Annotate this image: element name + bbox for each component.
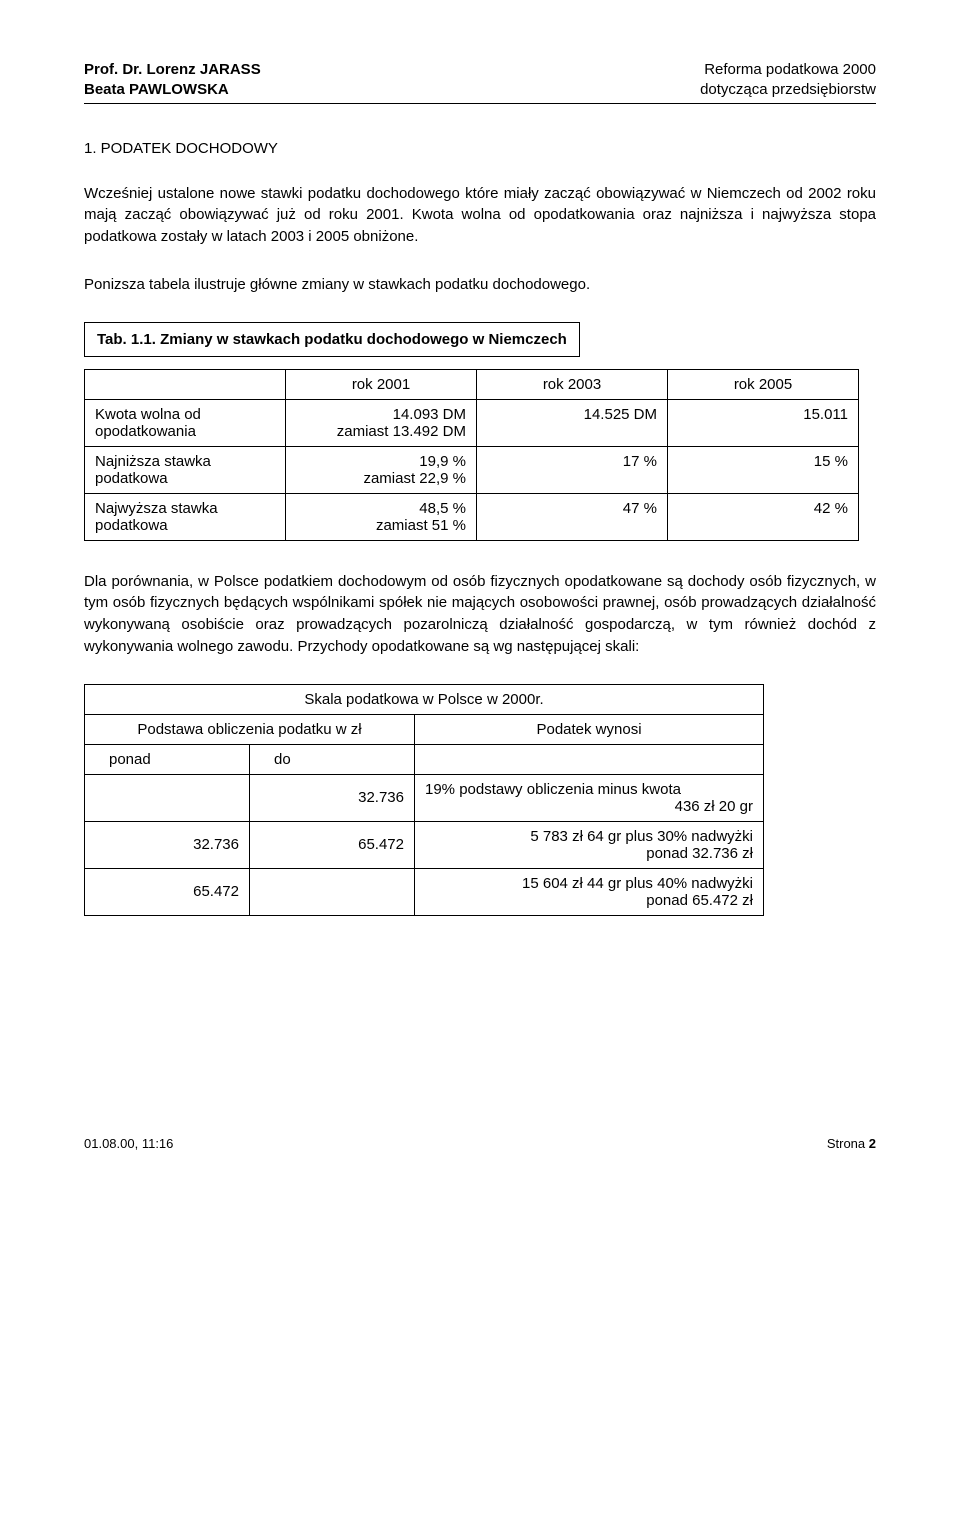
table-cell: 15 604 zł 44 gr plus 40% nadwyżki ponad …: [415, 868, 764, 915]
row-label: Kwota wolna od opodatkowania: [85, 399, 286, 446]
skala-head-right: Podatek wynosi: [415, 714, 764, 744]
table-cell: 5 783 zł 64 gr plus 30% nadwyżki ponad 3…: [415, 821, 764, 868]
table-cell: 14.525 DM: [477, 399, 668, 446]
header-left: Prof. Dr. Lorenz JARASS Beata PAWLOWSKA: [84, 60, 261, 101]
table-cell: 15 %: [668, 446, 859, 493]
paragraph-1: Wcześniej ustalone nowe stawki podatku d…: [84, 183, 876, 248]
cell-line: 5 783 zł 64 gr plus 30% nadwyżki: [425, 828, 753, 845]
table-cell: 17 %: [477, 446, 668, 493]
table-1-1-caption-text: Tab. 1.1. Zmiany w stawkach podatku doch…: [85, 322, 580, 356]
table-cell: 48,5 % zamiast 51 %: [286, 493, 477, 540]
author-name-1: Prof. Dr. Lorenz JARASS: [84, 61, 261, 78]
footer-page-label: Strona: [827, 1136, 869, 1151]
table-header-2001: rok 2001: [286, 369, 477, 399]
table-cell: 42 %: [668, 493, 859, 540]
cell-line: 14.093 DM: [296, 406, 466, 423]
table-row: Najwyższa stawka podatkowa 48,5 % zamias…: [85, 493, 859, 540]
row-label: Najwyższa stawka podatkowa: [85, 493, 286, 540]
table-cell: 15.011: [668, 399, 859, 446]
table-row: Podstawa obliczenia podatku w zł Podatek…: [85, 714, 764, 744]
skala-table-wrap: Skala podatkowa w Polsce w 2000r. Podsta…: [84, 684, 876, 916]
cell-line: ponad 65.472 zł: [425, 892, 753, 909]
page-header: Prof. Dr. Lorenz JARASS Beata PAWLOWSKA …: [84, 60, 876, 101]
footer-page-num: 2: [869, 1136, 876, 1151]
cell-line: zamiast 51 %: [296, 517, 466, 534]
skala-title: Skala podatkowa w Polsce w 2000r.: [85, 684, 764, 714]
footer-page-number: Strona 2: [827, 1136, 876, 1151]
skala-head-left: Podstawa obliczenia podatku w zł: [85, 714, 415, 744]
table-cell: 65.472: [250, 821, 415, 868]
cell-line: ponad 32.736 zł: [425, 845, 753, 862]
table-cell: 19% podstawy obliczenia minus kwota 436 …: [415, 774, 764, 821]
table-1-1: rok 2001 rok 2003 rok 2005 Kwota wolna o…: [84, 369, 859, 541]
page: Prof. Dr. Lorenz JARASS Beata PAWLOWSKA …: [0, 0, 960, 1191]
table-row: 65.472 15 604 zł 44 gr plus 40% nadwyżki…: [85, 868, 764, 915]
table-1-1-wrap: Tab. 1.1. Zmiany w stawkach podatku doch…: [84, 322, 876, 541]
table-cell: 19,9 % zamiast 22,9 %: [286, 446, 477, 493]
skala-sub-ponad: ponad: [85, 744, 250, 774]
cell-line: zamiast 22,9 %: [296, 470, 466, 487]
table-header-2003: rok 2003: [477, 369, 668, 399]
cell-line: zamiast 13.492 DM: [296, 423, 466, 440]
table-row: Skala podatkowa w Polsce w 2000r.: [85, 684, 764, 714]
author-name-2: Beata PAWLOWSKA: [84, 81, 229, 98]
doc-title-1: Reforma podatkowa 2000: [700, 60, 876, 80]
table-row: ponad do: [85, 744, 764, 774]
cell-line: 19,9 %: [296, 453, 466, 470]
table-cell: [85, 774, 250, 821]
footer-timestamp: 01.08.00, 11:16: [84, 1136, 173, 1151]
table-row: Kwota wolna od opodatkowania 14.093 DM z…: [85, 399, 859, 446]
table-row: rok 2001 rok 2003 rok 2005: [85, 369, 859, 399]
table-cell: 14.093 DM zamiast 13.492 DM: [286, 399, 477, 446]
cell-line: 19% podstawy obliczenia minus kwota: [425, 781, 681, 798]
section-title: 1. PODATEK DOCHODOWY: [84, 140, 876, 157]
paragraph-3: Dla porównania, w Polsce podatkiem docho…: [84, 571, 876, 658]
cell-line: 15 604 zł 44 gr plus 40% nadwyżki: [425, 875, 753, 892]
header-right: Reforma podatkowa 2000 dotycząca przedsi…: [700, 60, 876, 101]
page-footer: 01.08.00, 11:16 Strona 2: [84, 1136, 876, 1151]
table-cell-empty: [415, 744, 764, 774]
skala-sub-do: do: [250, 744, 415, 774]
header-divider: [84, 103, 876, 104]
table-cell: [250, 868, 415, 915]
table-row: 32.736 19% podstawy obliczenia minus kwo…: [85, 774, 764, 821]
table-cell: 32.736: [250, 774, 415, 821]
table-cell: 65.472: [85, 868, 250, 915]
table-cell: 47 %: [477, 493, 668, 540]
cell-line: 436 zł 20 gr: [425, 798, 753, 815]
table-header-2005: rok 2005: [668, 369, 859, 399]
table-1-1-caption: Tab. 1.1. Zmiany w stawkach podatku doch…: [84, 322, 580, 357]
skala-table: Skala podatkowa w Polsce w 2000r. Podsta…: [84, 684, 764, 916]
table-row: 32.736 65.472 5 783 zł 64 gr plus 30% na…: [85, 821, 764, 868]
table-cell-empty: [85, 369, 286, 399]
row-label: Najniższa stawka podatkowa: [85, 446, 286, 493]
cell-line: 48,5 %: [296, 500, 466, 517]
doc-title-2: dotycząca przedsiębiorstw: [700, 80, 876, 100]
table-row: Najniższa stawka podatkowa 19,9 % zamias…: [85, 446, 859, 493]
table-cell: 32.736: [85, 821, 250, 868]
paragraph-2: Ponizsza tabela ilustruje główne zmiany …: [84, 274, 876, 296]
